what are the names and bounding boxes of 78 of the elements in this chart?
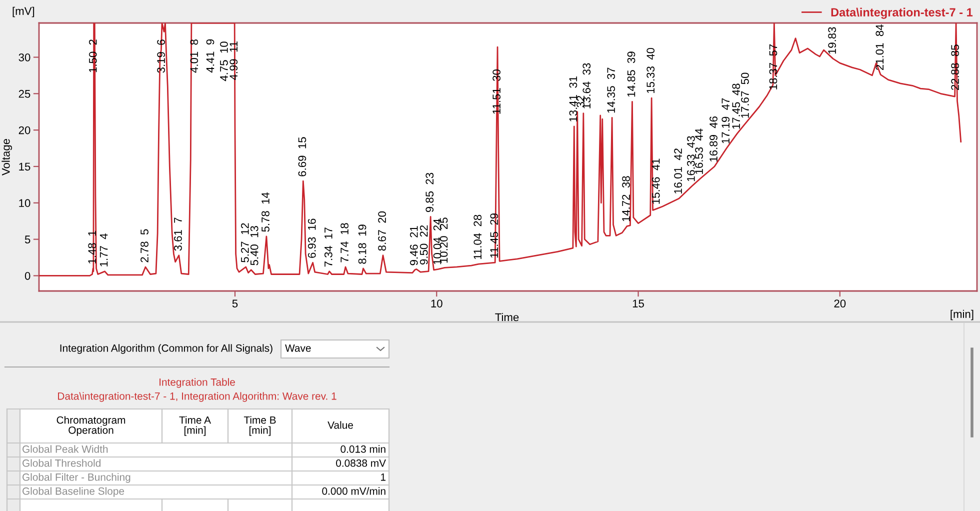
x-tick-label: 5 bbox=[232, 300, 238, 308]
annotation: 8.67 20 bbox=[378, 211, 386, 251]
x-tick-label: 20 bbox=[834, 300, 846, 308]
legend-label: Data\integration-test-7 - 1 bbox=[831, 8, 973, 19]
text: Time A [min] bbox=[179, 416, 211, 436]
x-axis-title: Time bbox=[495, 313, 519, 322]
text: Data\integration-test-7 - 1, Integration Algorithm: Wave rev. 1 bbox=[58, 392, 336, 402]
annotation: 14.35 37 bbox=[607, 68, 616, 113]
annotation: 2.78 5 bbox=[140, 229, 148, 262]
annotation: 17.67 50 bbox=[741, 72, 749, 118]
annotation: 16.89 46 bbox=[710, 116, 718, 162]
text: Integration Algorithm (Common for All Signals) bbox=[60, 344, 272, 354]
annotation: 6.69 15 bbox=[298, 137, 306, 176]
y-tick-label: 15 bbox=[19, 162, 30, 171]
x-tick-label: 10 bbox=[431, 300, 442, 308]
annotation: 8.18 19 bbox=[358, 224, 366, 264]
annotation: 9.85 23 bbox=[426, 172, 434, 212]
annotation: 7.74 18 bbox=[340, 223, 348, 262]
annotation: 11.45 29 bbox=[490, 213, 498, 258]
y-tick-label: 30 bbox=[18, 53, 30, 62]
text: [mV] bbox=[12, 6, 34, 18]
annotation: 14.72 38 bbox=[622, 176, 630, 222]
annotation: 5.40 13 bbox=[250, 226, 258, 266]
text: Chromatogram Operation bbox=[56, 416, 126, 436]
text: 1 bbox=[381, 474, 386, 481]
annotation: 1.48 1 bbox=[88, 230, 96, 264]
annotation: 4.75 10 bbox=[220, 42, 228, 82]
text: Wave bbox=[285, 344, 311, 352]
annotation: 11.04 28 bbox=[474, 214, 482, 260]
annotation: 16.33 43 bbox=[687, 136, 695, 182]
text: Value bbox=[328, 421, 353, 429]
text: Global Peak Width bbox=[22, 445, 108, 453]
y-axis-title: Voltage bbox=[2, 138, 12, 176]
annotation: 4.41 9 bbox=[206, 39, 214, 73]
annotation: 17.19 47 bbox=[722, 98, 730, 144]
text: Time B [min] bbox=[244, 416, 276, 436]
annotation: 7.34 17 bbox=[324, 228, 332, 267]
annotation: 14.85 39 bbox=[627, 52, 636, 97]
line-series bbox=[39, 23, 962, 276]
annotation: 4.99 11 bbox=[230, 41, 238, 80]
y-tick-label: 5 bbox=[24, 236, 30, 244]
annotation: 3.19 6 bbox=[157, 40, 165, 73]
annotation: 11.51 30 bbox=[492, 69, 500, 114]
annotation: 6.93 16 bbox=[308, 218, 316, 258]
annotation: 3.61 7 bbox=[174, 218, 182, 251]
text: Global Threshold bbox=[22, 459, 100, 467]
annotation: 15.33 40 bbox=[646, 48, 655, 93]
annotation: 9.46 21 bbox=[410, 226, 418, 266]
annotation: 16.01 42 bbox=[674, 148, 682, 194]
annotation: 13.41 31 bbox=[569, 76, 578, 122]
text: 0.000 mV/min bbox=[322, 487, 386, 495]
text: [min] bbox=[950, 310, 974, 320]
annotation: 4.01 8 bbox=[190, 40, 198, 73]
annotation: 17.45 48 bbox=[732, 84, 740, 129]
annotation: 15.46 41 bbox=[652, 158, 660, 204]
annotation: 9.50 22 bbox=[420, 225, 428, 264]
annotation: 19.83 bbox=[828, 27, 836, 54]
x-tick-label: 15 bbox=[632, 300, 644, 308]
annotation: 18.37 57 bbox=[769, 44, 778, 90]
y-tick-label: 0 bbox=[24, 272, 30, 280]
annotation: 1.77 4 bbox=[100, 234, 108, 266]
annotation: 22.88 85 bbox=[951, 44, 960, 90]
annotation: 5.27 12 bbox=[240, 223, 249, 262]
text: Global Filter - Bunching bbox=[22, 473, 130, 483]
annotation: 10.04 24 bbox=[433, 218, 442, 264]
text: Integration Table bbox=[160, 378, 235, 388]
text: Global Baseline Slope bbox=[22, 487, 124, 497]
y-tick-label: 25 bbox=[18, 90, 30, 98]
y-tick-label: 20 bbox=[18, 126, 30, 134]
annotation: 16.53 44 bbox=[695, 128, 703, 174]
annotation: 21.01 84 bbox=[876, 24, 884, 70]
text: 0.013 min bbox=[340, 445, 386, 453]
annotation: 10.20 25 bbox=[440, 218, 448, 263]
annotation: 5.78 14 bbox=[262, 192, 270, 232]
y-tick-label: 10 bbox=[19, 199, 30, 208]
annotation: 13.64 33 bbox=[582, 63, 591, 108]
text: 0.0838 mV bbox=[336, 459, 386, 467]
annotation: 1.50 2 bbox=[88, 40, 97, 72]
